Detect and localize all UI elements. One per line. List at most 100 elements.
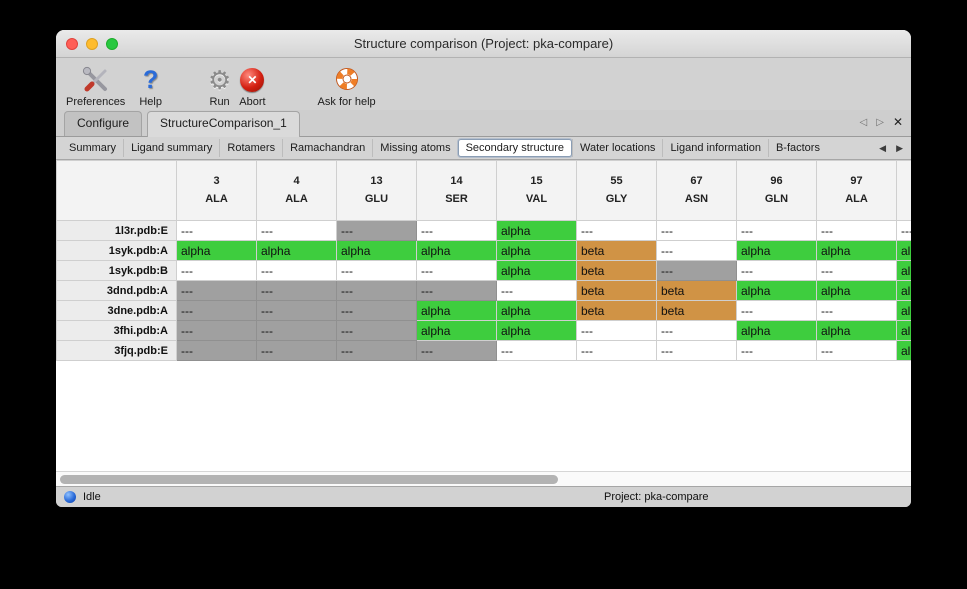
ss-cell-beta[interactable]: beta — [656, 280, 737, 301]
tab-close-icon[interactable]: ✕ — [892, 115, 903, 129]
minimize-window-button[interactable] — [86, 38, 98, 50]
column-header[interactable]: 15 VAL — [496, 160, 577, 221]
ss-cell-alpha[interactable]: alpha — [496, 300, 577, 321]
column-header[interactable]: 14 SER — [416, 160, 497, 221]
row-label[interactable]: 3fhi.pdb:A — [56, 320, 177, 341]
ss-cell-missing[interactable]: --- — [176, 300, 257, 321]
ss-cell-plain[interactable]: --- — [416, 260, 497, 281]
ss-cell-plain[interactable]: --- — [576, 220, 657, 241]
ss-cell-alpha[interactable]: alpha — [736, 320, 817, 341]
ss-cell-alpha[interactable]: alpha — [336, 240, 417, 261]
ss-cell-missing[interactable]: --- — [416, 340, 497, 361]
tab-summary[interactable]: Summary — [69, 142, 117, 154]
ss-cell-missing[interactable]: --- — [256, 300, 337, 321]
tab-water-locations[interactable]: Water locations — [572, 139, 662, 157]
ss-cell-alpha[interactable]: alpha — [256, 240, 337, 261]
ss-cell-plain[interactable]: --- — [496, 280, 577, 301]
ss-cell-missing[interactable]: --- — [336, 220, 417, 241]
ss-cell-plain[interactable]: --- — [656, 240, 737, 261]
ss-cell-beta[interactable]: beta — [576, 300, 657, 321]
row-label[interactable]: 1l3r.pdb:E — [56, 220, 177, 241]
ss-cell-missing[interactable]: --- — [416, 280, 497, 301]
ss-cell-plain[interactable]: --- — [336, 260, 417, 281]
column-header[interactable]: 67 ASN — [656, 160, 737, 221]
abort-button[interactable]: ✕ Abort — [239, 61, 266, 108]
tab-configure[interactable]: Configure — [64, 111, 143, 136]
ss-cell-alpha[interactable]: alpha — [896, 320, 911, 341]
tab-missing-atoms[interactable]: Missing atoms — [372, 139, 457, 157]
ss-cell-alpha[interactable]: alpha — [416, 240, 497, 261]
ss-cell-alpha[interactable]: alpha — [896, 280, 911, 301]
row-label[interactable]: 3dne.pdb:A — [56, 300, 177, 321]
ss-cell-alpha[interactable]: alpha — [896, 240, 911, 261]
column-header[interactable] — [896, 160, 911, 221]
zoom-window-button[interactable] — [106, 38, 118, 50]
ss-cell-missing[interactable]: --- — [336, 320, 417, 341]
ss-cell-missing[interactable]: --- — [336, 280, 417, 301]
ss-cell-plain[interactable]: --- — [736, 300, 817, 321]
horizontal-scrollbar-track[interactable] — [56, 471, 911, 486]
tab-scroll-left-icon[interactable]: ◁ — [859, 116, 868, 128]
tab-secondary-structure[interactable]: Secondary structure — [457, 139, 573, 157]
ss-cell-alpha[interactable]: alpha — [816, 320, 897, 341]
row-label[interactable]: 1syk.pdb:B — [56, 260, 177, 281]
ss-cell-missing[interactable]: --- — [176, 280, 257, 301]
ss-cell-beta[interactable]: beta — [576, 280, 657, 301]
ss-cell-plain[interactable]: --- — [896, 220, 911, 241]
ss-cell-plain[interactable]: --- — [816, 300, 897, 321]
ss-cell-beta[interactable]: beta — [656, 300, 737, 321]
tab-structurecomparison-1[interactable]: StructureComparison_1 — [147, 111, 300, 137]
tab-ramachandran[interactable]: Ramachandran — [282, 139, 372, 157]
tab-rotamers[interactable]: Rotamers — [219, 139, 282, 157]
ss-cell-missing[interactable]: --- — [336, 340, 417, 361]
ss-cell-missing[interactable]: --- — [256, 280, 337, 301]
ss-cell-alpha[interactable]: alpha — [496, 240, 577, 261]
ss-cell-plain[interactable]: --- — [256, 220, 337, 241]
ss-cell-alpha[interactable]: alpha — [416, 300, 497, 321]
ss-cell-alpha[interactable]: alpha — [736, 240, 817, 261]
ss-cell-alpha[interactable]: alpha — [896, 260, 911, 281]
ss-cell-beta[interactable]: beta — [576, 240, 657, 261]
ss-cell-alpha[interactable]: alpha — [736, 280, 817, 301]
ss-cell-plain[interactable]: --- — [576, 340, 657, 361]
row-label[interactable]: 3dnd.pdb:A — [56, 280, 177, 301]
ss-cell-missing[interactable]: --- — [256, 320, 337, 341]
tab-ligand-information[interactable]: Ligand information — [662, 139, 768, 157]
ss-cell-alpha[interactable]: alpha — [896, 300, 911, 321]
ss-cell-plain[interactable]: --- — [416, 220, 497, 241]
ss-cell-plain[interactable]: --- — [656, 340, 737, 361]
view-scroll-right-icon[interactable]: ▶ — [896, 142, 903, 153]
tab-b-factors[interactable]: B-factors — [767, 139, 827, 157]
column-header[interactable]: 96 GLN — [736, 160, 817, 221]
ss-cell-alpha[interactable]: alpha — [496, 260, 577, 281]
tab-scroll-right-icon[interactable]: ▷ — [876, 116, 884, 128]
ss-cell-plain[interactable]: --- — [736, 260, 817, 281]
ss-cell-plain[interactable]: --- — [736, 340, 817, 361]
help-button[interactable]: ? Help — [139, 61, 162, 109]
column-header[interactable]: 97 ALA — [816, 160, 897, 221]
column-header[interactable]: 13 GLU — [336, 160, 417, 221]
ss-cell-plain[interactable]: --- — [256, 260, 337, 281]
ss-cell-plain[interactable]: --- — [816, 220, 897, 241]
ss-cell-plain[interactable]: --- — [576, 320, 657, 341]
row-label[interactable]: 1syk.pdb:A — [56, 240, 177, 261]
preferences-button[interactable]: Preferences — [66, 61, 125, 108]
close-window-button[interactable] — [66, 38, 78, 50]
ss-cell-alpha[interactable]: alpha — [816, 240, 897, 261]
column-header[interactable]: 55 GLY — [576, 160, 657, 221]
horizontal-scrollbar-thumb[interactable] — [60, 475, 558, 484]
ss-cell-plain[interactable]: --- — [736, 220, 817, 241]
ss-cell-plain[interactable]: --- — [816, 260, 897, 281]
ss-cell-plain[interactable]: --- — [816, 340, 897, 361]
ss-cell-plain[interactable]: --- — [656, 320, 737, 341]
tab-ligand-summary[interactable]: Ligand summary — [123, 139, 219, 157]
ss-cell-missing[interactable]: --- — [176, 340, 257, 361]
ask-for-help-button[interactable]: Ask for help — [318, 61, 376, 108]
ss-cell-plain[interactable]: --- — [496, 340, 577, 361]
ss-cell-plain[interactable]: --- — [176, 260, 257, 281]
column-header[interactable]: 4 ALA — [256, 160, 337, 221]
ss-cell-alpha[interactable]: alpha — [896, 340, 911, 361]
ss-cell-alpha[interactable]: alpha — [176, 240, 257, 261]
ss-cell-alpha[interactable]: alpha — [416, 320, 497, 341]
run-button[interactable]: ⚙ Run — [208, 61, 231, 108]
